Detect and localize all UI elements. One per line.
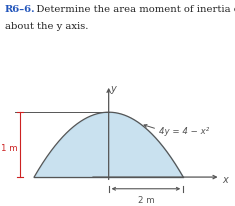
Text: y: y [110,84,116,94]
Text: 4y = 4 − x²: 4y = 4 − x² [159,126,209,135]
Text: 2 m: 2 m [138,195,154,204]
Text: R6–6.: R6–6. [5,5,35,14]
Text: about the y axis.: about the y axis. [5,22,88,30]
Text: 1 m: 1 m [1,144,18,153]
Text: Determine the area moment of inertia of the area: Determine the area moment of inertia of … [27,5,235,14]
Text: x: x [222,174,228,184]
